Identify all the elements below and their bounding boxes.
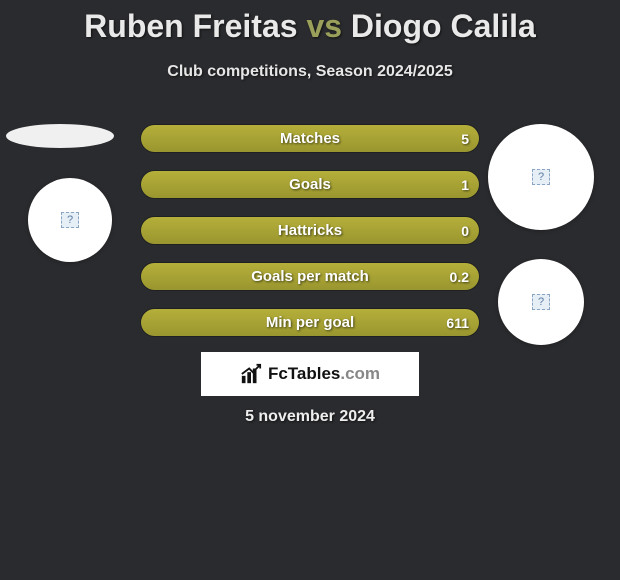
placeholder-icon: ? — [532, 294, 550, 310]
stat-value-right: 0.2 — [450, 269, 469, 285]
decor-circle: ? — [28, 178, 112, 262]
stat-value-right: 1 — [461, 177, 469, 193]
stat-value-right: 611 — [446, 315, 469, 331]
snapshot-date: 5 november 2024 — [0, 408, 620, 426]
stat-row: Goals1 — [140, 170, 480, 199]
placeholder-icon: ? — [61, 212, 79, 228]
stat-label: Matches — [141, 130, 479, 147]
comparison-title: Ruben Freitas vs Diogo Calila — [0, 0, 620, 45]
stat-value-right: 0 — [461, 223, 469, 239]
chart-icon — [240, 363, 262, 385]
decor-circle: ? — [488, 124, 594, 230]
stat-row: Matches5 — [140, 124, 480, 153]
watermark-text-main: FcTables — [268, 364, 340, 383]
watermark-logo: FcTables.com — [201, 352, 419, 396]
watermark-text-suffix: .com — [340, 364, 380, 383]
stat-row: Min per goal611 — [140, 308, 480, 337]
stat-label: Goals — [141, 176, 479, 193]
stat-label: Min per goal — [141, 314, 479, 331]
stat-row: Goals per match0.2 — [140, 262, 480, 291]
placeholder-icon: ? — [532, 169, 550, 185]
player-b-name: Diogo Calila — [351, 8, 536, 44]
decor-circle: ? — [498, 259, 584, 345]
watermark-text: FcTables.com — [268, 364, 380, 384]
vs-label: vs — [306, 8, 342, 44]
stat-value-right: 5 — [461, 131, 469, 147]
stat-row: Hattricks0 — [140, 216, 480, 245]
season-subtitle: Club competitions, Season 2024/2025 — [0, 63, 620, 81]
decor-ellipse — [6, 124, 114, 148]
stat-label: Goals per match — [141, 268, 479, 285]
stats-container: Matches5Goals1Hattricks0Goals per match0… — [140, 124, 480, 337]
player-a-name: Ruben Freitas — [84, 8, 297, 44]
stat-label: Hattricks — [141, 222, 479, 239]
